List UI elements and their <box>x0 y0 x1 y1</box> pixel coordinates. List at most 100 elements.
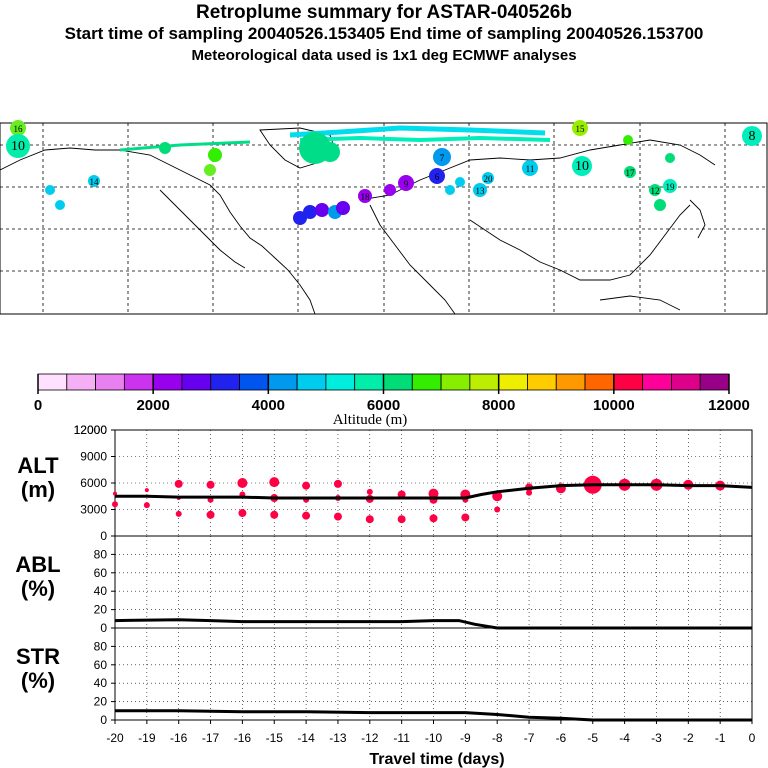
colorbar-swatch <box>555 373 586 391</box>
x-tick-label: -16 <box>170 731 188 745</box>
map-cluster-dot <box>623 135 633 145</box>
map-cluster-dot <box>320 142 340 162</box>
x-tick-label: -6 <box>556 731 567 745</box>
colorbar-swatch <box>469 373 500 391</box>
colorbar-tick-label: 4000 <box>252 397 285 414</box>
x-tick-label: -15 <box>266 731 284 745</box>
svg-text:10: 10 <box>11 139 25 154</box>
x-tick-label: -17 <box>202 731 220 745</box>
y-axis-label: ABL <box>15 552 60 577</box>
sampling-times: Start time of sampling 20040526.153405 E… <box>64 24 704 43</box>
colorbar-tick-label: 10000 <box>593 397 635 414</box>
colorbar-tick-label: 0 <box>34 397 42 414</box>
panel-abl: 0 20 40 60 80 ABL(%) <box>15 535 753 635</box>
altitude-cluster-point <box>269 477 280 488</box>
map-cluster-dot <box>315 203 329 217</box>
x-tick-label: -5 <box>587 731 598 745</box>
colorbar-swatch <box>527 373 557 391</box>
panel-frame <box>114 627 753 721</box>
colorbar-swatch <box>239 373 269 391</box>
altitude-cluster-point <box>397 515 406 524</box>
map-cluster-dot <box>384 184 396 196</box>
svg-text:17: 17 <box>626 168 636 178</box>
map-cluster: 9 <box>398 175 414 191</box>
altitude-cluster-point <box>270 510 279 519</box>
map-cluster-dot <box>303 205 317 219</box>
svg-text:10: 10 <box>575 159 589 174</box>
map-cluster-dot <box>665 153 675 163</box>
x-tick-label: -19 <box>138 731 156 745</box>
x-tick-label: -8 <box>492 731 503 745</box>
x-tick-label: -4 <box>619 731 630 745</box>
altitude-cluster-point <box>365 515 374 524</box>
map-cluster-dot <box>654 199 666 211</box>
map-gridlines <box>0 123 767 314</box>
colorbar-swatch <box>325 373 356 391</box>
svg-text:13: 13 <box>476 186 486 196</box>
colorbar-swatch <box>37 373 68 391</box>
map-cluster: 17 <box>624 166 636 178</box>
svg-text:7: 7 <box>440 153 445 163</box>
y-axis-unit: (%) <box>21 576 55 601</box>
map-cluster: 10 <box>6 134 30 158</box>
map-cluster-dot <box>159 142 171 154</box>
y-tick-label: 0 <box>100 713 107 727</box>
altitude-cluster-point <box>302 511 311 520</box>
altitude-cluster-point <box>112 501 118 508</box>
altitude-cluster-point <box>238 509 247 518</box>
colorbar-swatch <box>181 373 212 391</box>
y-tick-label: 60 <box>94 658 108 672</box>
map-cluster: 10 <box>572 156 592 176</box>
map-cluster: 13 <box>473 183 487 197</box>
series-line-str <box>115 709 752 722</box>
y-axis-label: ALT <box>17 453 59 478</box>
colorbar-swatch <box>613 373 644 391</box>
x-tick-label: -16 <box>234 731 252 745</box>
altitude-cluster-point <box>175 510 182 517</box>
map-cluster: 20 <box>482 172 494 184</box>
svg-text:9: 9 <box>404 179 409 189</box>
map-frame <box>0 122 768 315</box>
y-tick-label: 20 <box>94 603 108 617</box>
colorbar-swatch <box>642 373 672 391</box>
colorbar-swatch <box>383 373 413 391</box>
map-cluster: 19 <box>663 179 677 193</box>
svg-text:11: 11 <box>526 164 535 174</box>
altitude-cluster-point <box>428 488 439 499</box>
altitude-cluster-point <box>397 490 406 499</box>
y-tick-label: 9000 <box>80 450 107 464</box>
map-cluster: 11 <box>522 160 538 176</box>
svg-text:19: 19 <box>666 182 676 192</box>
altitude-cluster-point <box>206 510 215 519</box>
colorbar-swatch <box>66 373 96 391</box>
altitude-cluster-point <box>143 502 150 509</box>
colorbar-label: Altitude (m) <box>333 412 408 428</box>
y-tick-label: 60 <box>94 566 108 580</box>
altitude-cluster-point <box>206 480 215 489</box>
map-cluster-dot <box>336 201 350 215</box>
colorbar-swatch <box>354 373 384 391</box>
map-cluster-dot <box>208 148 222 162</box>
colorbar-tick-label: 12000 <box>708 397 750 414</box>
colorbar-swatch <box>296 373 327 391</box>
svg-text:20: 20 <box>484 174 494 184</box>
map-cluster-dot <box>45 185 55 195</box>
altitude-cluster-point <box>237 478 248 488</box>
y-tick-label: 12000 <box>74 423 108 437</box>
map-cluster-dot <box>204 164 216 176</box>
altitude-cluster-point <box>366 488 373 495</box>
x-tick-label: -1 <box>715 731 726 745</box>
altitude-cluster-point <box>333 479 342 488</box>
x-tick-label: -2 <box>683 731 694 745</box>
altitude-cluster-point <box>144 488 149 493</box>
map-cluster-dot <box>445 185 455 195</box>
y-tick-label: 80 <box>94 639 108 653</box>
map-clusters: 16 10 11 8 15 10 76 14 20 13 9 18 17 12 19 <box>6 120 762 225</box>
y-tick-label: 80 <box>94 547 108 561</box>
colorbar-swatch <box>123 373 154 391</box>
map-cluster: 12 <box>649 184 661 196</box>
y-tick-label: 6000 <box>80 476 107 490</box>
altitude-cluster-point <box>113 491 117 496</box>
altitude-cluster-point <box>302 481 311 490</box>
